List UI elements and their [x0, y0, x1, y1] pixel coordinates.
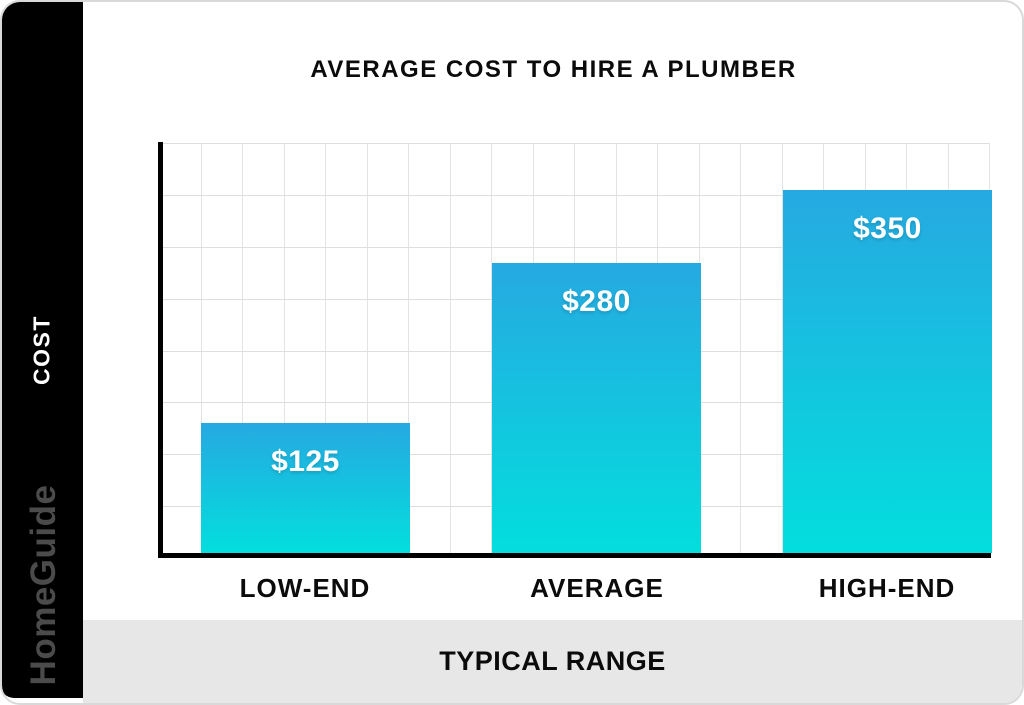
axis-lines: [158, 142, 991, 558]
gridline-horizontal: [160, 194, 990, 196]
category-label-low-end: LOW-END: [239, 573, 371, 603]
gridline-horizontal: [160, 143, 990, 144]
plot-area: $125 $280 $350: [160, 143, 992, 558]
side-rail: [2, 2, 83, 698]
footer-strip: [83, 620, 1022, 703]
homeguide-watermark: HomeGuide: [24, 484, 63, 686]
category-label-average: AVERAGE: [530, 573, 664, 603]
bar-value-label: $280: [562, 284, 631, 318]
x-axis-title: TYPICAL RANGE: [439, 646, 666, 676]
bar-high-end: $350: [783, 189, 992, 553]
bar-value-label: $125: [271, 445, 340, 479]
chart-title: AVERAGE COST TO HIRE A PLUMBER: [310, 56, 797, 83]
category-label-high-end: HIGH-END: [818, 573, 956, 603]
y-axis-title: COST: [28, 315, 55, 385]
bar-value-label: $350: [853, 211, 922, 245]
bar-low-end: $125: [201, 423, 410, 553]
gridline-horizontal: [160, 246, 990, 248]
bar-average: $280: [492, 262, 701, 553]
